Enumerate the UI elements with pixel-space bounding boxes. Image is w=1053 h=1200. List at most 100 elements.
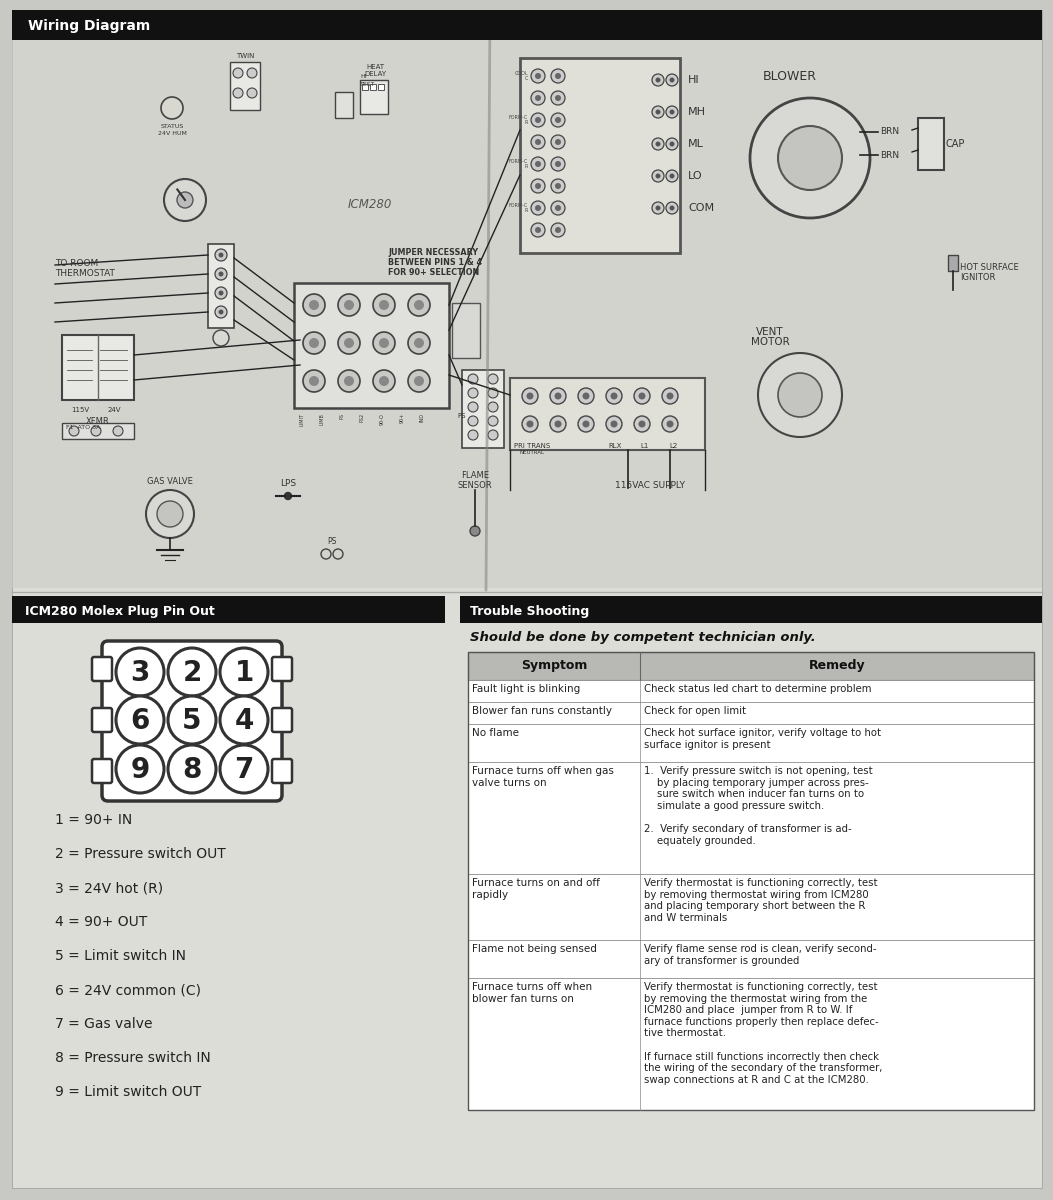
Circle shape xyxy=(551,179,565,193)
Circle shape xyxy=(778,126,842,190)
Circle shape xyxy=(550,388,567,404)
Circle shape xyxy=(408,332,430,354)
Text: BRN: BRN xyxy=(880,127,899,137)
Bar xyxy=(12,10,1042,40)
Text: STATUS: STATUS xyxy=(160,124,183,128)
Circle shape xyxy=(665,138,678,150)
Text: Verify flame sense rod is clean, verify second-
ary of transformer is grounded: Verify flame sense rod is clean, verify … xyxy=(644,944,876,966)
Circle shape xyxy=(468,402,478,412)
Circle shape xyxy=(555,227,561,233)
Circle shape xyxy=(414,300,424,310)
Text: TEST: TEST xyxy=(360,82,376,86)
Circle shape xyxy=(303,294,325,316)
Circle shape xyxy=(670,205,675,210)
Bar xyxy=(230,62,260,110)
Circle shape xyxy=(611,420,617,427)
Text: 90+: 90+ xyxy=(399,413,404,424)
Bar xyxy=(468,978,1034,1110)
Circle shape xyxy=(373,332,395,354)
Circle shape xyxy=(215,268,227,280)
Text: Fault light is blinking: Fault light is blinking xyxy=(472,684,580,694)
Text: HI: HI xyxy=(688,74,699,85)
Circle shape xyxy=(338,332,360,354)
Circle shape xyxy=(555,116,561,122)
Text: 1.  Verify pressure switch is not opening, test
    by placing temporary jumper : 1. Verify pressure switch is not opening… xyxy=(644,766,873,846)
Circle shape xyxy=(373,370,395,392)
Text: LIMIT: LIMIT xyxy=(299,413,304,426)
FancyBboxPatch shape xyxy=(92,658,112,680)
Bar xyxy=(948,254,958,271)
Circle shape xyxy=(69,426,79,436)
Text: 1 = 90+ IN: 1 = 90+ IN xyxy=(55,814,133,827)
Circle shape xyxy=(656,142,660,146)
Circle shape xyxy=(168,745,216,793)
Circle shape xyxy=(414,376,424,386)
Text: Flame not being sensed: Flame not being sensed xyxy=(472,944,597,954)
Circle shape xyxy=(535,227,541,233)
Text: 5 = Limit switch IN: 5 = Limit switch IN xyxy=(55,949,186,962)
FancyBboxPatch shape xyxy=(272,658,292,680)
Text: LPS: LPS xyxy=(280,479,296,488)
Text: TWIN: TWIN xyxy=(236,53,254,59)
Text: FORM-C
R: FORM-C R xyxy=(509,203,528,214)
Circle shape xyxy=(662,388,678,404)
Text: IGNITOR: IGNITOR xyxy=(960,274,995,282)
Circle shape xyxy=(670,142,675,146)
Text: 1: 1 xyxy=(235,659,254,686)
Circle shape xyxy=(555,95,561,101)
Text: Remedy: Remedy xyxy=(809,660,866,672)
Circle shape xyxy=(656,78,660,83)
Text: PS2: PS2 xyxy=(359,413,364,422)
Circle shape xyxy=(220,696,269,744)
Text: COM: COM xyxy=(688,203,714,214)
Circle shape xyxy=(488,374,498,384)
Circle shape xyxy=(670,109,675,114)
Circle shape xyxy=(220,648,269,696)
Circle shape xyxy=(634,416,650,432)
Circle shape xyxy=(164,179,206,221)
Circle shape xyxy=(551,68,565,83)
Circle shape xyxy=(551,200,565,215)
Circle shape xyxy=(550,416,567,432)
Text: PS: PS xyxy=(458,413,466,419)
Circle shape xyxy=(219,310,223,314)
Circle shape xyxy=(338,294,360,316)
Text: NEUTRAL: NEUTRAL xyxy=(519,450,544,455)
Circle shape xyxy=(379,300,389,310)
Text: 24V: 24V xyxy=(107,407,121,413)
Circle shape xyxy=(578,388,594,404)
Circle shape xyxy=(555,161,561,167)
Text: 8: 8 xyxy=(182,756,202,784)
Bar xyxy=(378,84,384,90)
Text: FOR 90+ SELECTION: FOR 90+ SELECTION xyxy=(388,268,479,277)
Text: 4 = 90+ OUT: 4 = 90+ OUT xyxy=(55,914,147,929)
Circle shape xyxy=(233,88,243,98)
Circle shape xyxy=(470,526,480,536)
Text: Furnace turns on and off
rapidly: Furnace turns on and off rapidly xyxy=(472,878,600,900)
Text: RLX: RLX xyxy=(609,443,621,449)
Bar xyxy=(468,762,1034,874)
Text: TO ROOM: TO ROOM xyxy=(55,258,98,268)
Text: GAS VALVE: GAS VALVE xyxy=(147,476,193,486)
Bar xyxy=(452,302,480,358)
Circle shape xyxy=(555,73,561,79)
Circle shape xyxy=(535,116,541,122)
Circle shape xyxy=(535,139,541,145)
Text: 9 = Limit switch OUT: 9 = Limit switch OUT xyxy=(55,1085,201,1099)
Circle shape xyxy=(233,68,243,78)
Text: F1  ATO 3A: F1 ATO 3A xyxy=(66,425,100,430)
Circle shape xyxy=(220,745,269,793)
Circle shape xyxy=(526,420,534,427)
Bar xyxy=(468,652,1034,1110)
Circle shape xyxy=(468,388,478,398)
Circle shape xyxy=(247,88,257,98)
Circle shape xyxy=(531,223,545,236)
Circle shape xyxy=(531,68,545,83)
Text: Check hot surface ignitor, verify voltage to hot
surface ignitor is present: Check hot surface ignitor, verify voltag… xyxy=(644,728,881,750)
Circle shape xyxy=(408,294,430,316)
Circle shape xyxy=(665,74,678,86)
Text: COOL
C: COOL C xyxy=(514,71,528,82)
Text: 6 = 24V common (C): 6 = 24V common (C) xyxy=(55,983,201,997)
Circle shape xyxy=(535,182,541,188)
Circle shape xyxy=(168,648,216,696)
